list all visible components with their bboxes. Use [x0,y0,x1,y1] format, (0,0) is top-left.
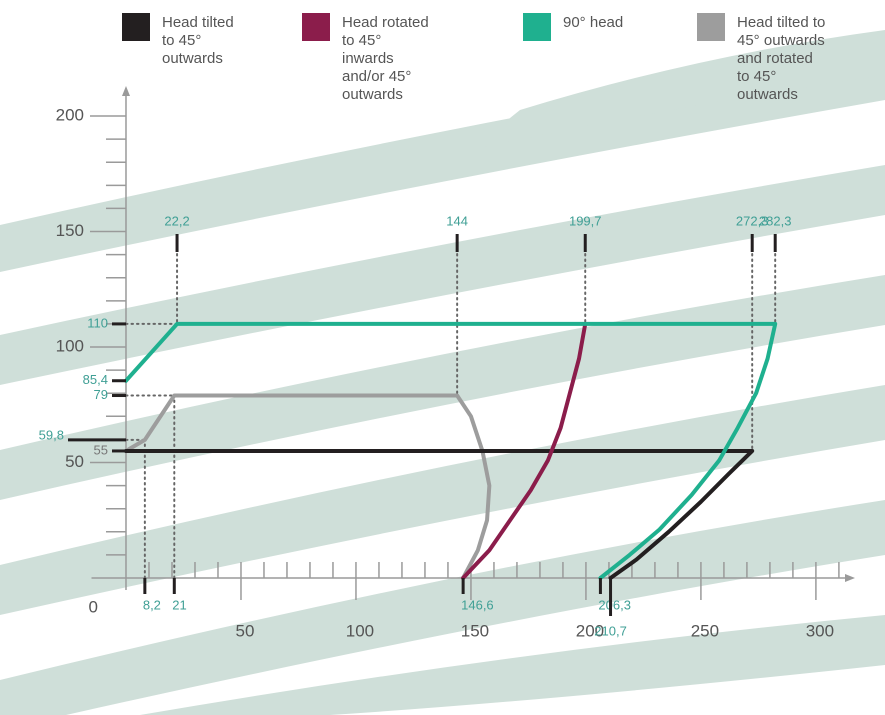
marker-label: 79 [94,387,108,402]
x-tick-label: 300 [806,621,834,640]
legend-swatch [523,13,551,41]
y-tick-label: 200 [56,106,84,125]
legend-label: Head tilted to 45° outwards [162,14,234,67]
y-tick-label: 150 [56,221,84,240]
x-tick-label: 150 [461,621,489,640]
marker-label: 110 [87,315,108,330]
series-line [461,321,588,580]
legend-label: Head rotated to 45° inwards and/or 45° o… [342,14,429,103]
legend-swatch [122,13,150,41]
x-tick-label: 50 [236,621,255,640]
marker-label: 210,7 [594,623,627,638]
legend-swatch [697,13,725,41]
legend-label: 90° head [563,14,624,31]
marker-label: 144 [446,213,468,228]
marker-label: 85,4 [83,372,108,387]
marker-label: 206,3 [598,597,631,612]
marker-label: 55 [94,442,108,457]
y-axis-arrow [121,86,130,96]
series-line [123,321,778,580]
marker-label: 21 [172,597,186,612]
marker-label: 59,8 [39,427,64,442]
marker-label: 199,7 [569,213,602,228]
series-line [123,448,755,580]
series-line [123,393,492,580]
marker-label: 22,2 [164,213,189,228]
marker-label: 272,3 [736,213,769,228]
x-tick-label: 200 [576,621,604,640]
x-tick-label: 100 [346,621,374,640]
x-axis-arrow [845,574,855,582]
marker-label: 282,3 [759,213,792,228]
background-stripes [0,30,885,715]
legend-swatch [302,13,330,41]
x-tick-label: 250 [691,621,719,640]
y-tick-label: 100 [56,336,84,355]
marker-label: 8,2 [143,597,161,612]
y-tick-label: 0 [89,597,98,616]
marker-label: 146,6 [461,597,494,612]
y-tick-label: 50 [65,452,84,471]
legend-label: Head tilted to 45° outwards and rotated … [737,14,826,103]
